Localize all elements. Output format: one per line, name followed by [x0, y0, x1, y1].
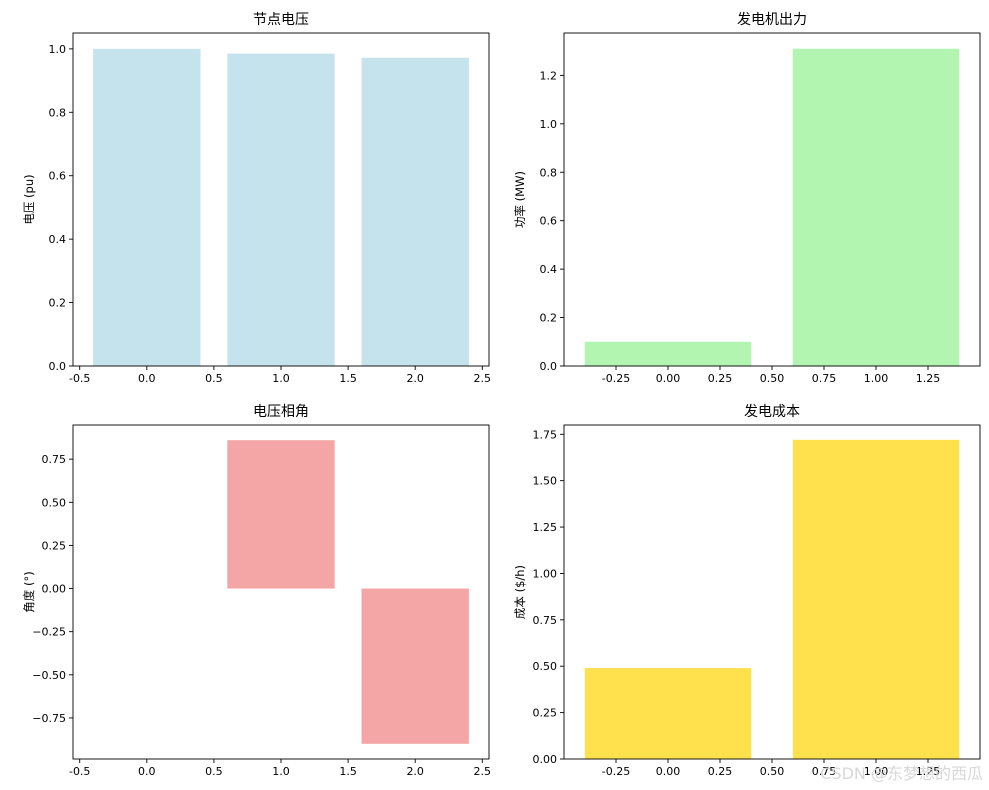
watermark: CSDN @东梦想的西瓜: [820, 764, 983, 783]
y-tick-label: 0.2: [49, 297, 67, 310]
subplot-4: -0.25 0.00 0.25 0.50 0.75 1.00 1.25 0.00 0.25 0.5…: [513, 404, 981, 778]
bar-2: [361, 588, 469, 744]
y-tick-label: 0.00: [533, 753, 558, 766]
bar-1: [792, 439, 960, 759]
x-tick-label: 1.25: [916, 765, 941, 778]
y-tick-label: 1.0: [49, 43, 67, 56]
x-tick-label: 0.0: [138, 372, 156, 385]
bar-0: [584, 668, 752, 759]
x-tick-label: -0.25: [602, 372, 630, 385]
y-tick-label: −0.50: [32, 669, 66, 682]
y-tick-label: 0.0: [540, 360, 558, 373]
x-tick-label: 0.75: [812, 372, 837, 385]
y-tick-label: 0.50: [42, 496, 67, 509]
x-tick-label: -0.25: [602, 765, 630, 778]
x-tick-label: 2.5: [474, 765, 492, 778]
x-tick-label: 0.50: [760, 372, 785, 385]
x-tick-label: 1.5: [339, 765, 357, 778]
bar-1: [227, 53, 335, 366]
x-tick-label: 0.25: [708, 372, 733, 385]
y-tick-label: −0.25: [32, 626, 66, 639]
y-axis-label: 功率 (MW): [513, 171, 527, 228]
y-tick-label: 0.4: [540, 263, 558, 276]
bar-0: [93, 48, 201, 366]
x-tick-label: 2.0: [406, 372, 424, 385]
subplot-title: 发电机出力: [737, 12, 807, 28]
x-tick-label: 0.0: [138, 765, 156, 778]
x-tick-label: 0.00: [656, 372, 681, 385]
y-tick-label: 1.75: [533, 428, 558, 441]
y-axis-label: 成本 ($/h): [513, 565, 527, 619]
y-tick-label: 0.75: [533, 614, 558, 627]
x-tick-label: 0.00: [656, 765, 681, 778]
bar-1: [227, 440, 335, 589]
subplot-title: 节点电压: [253, 12, 309, 28]
x-tick-label: 1.00: [864, 765, 889, 778]
subplot-title: 发电成本: [744, 404, 800, 420]
x-tick-label: -0.5: [69, 372, 90, 385]
y-tick-label: 0.25: [533, 707, 558, 720]
y-tick-label: 0.4: [49, 233, 67, 246]
y-tick-label: 0.6: [49, 170, 67, 183]
y-tick-label: 1.2: [540, 69, 558, 82]
y-tick-label: 0.25: [42, 539, 67, 552]
y-tick-label: 0.8: [49, 106, 67, 119]
x-tick-label: 1.0: [272, 372, 290, 385]
bar-2: [361, 57, 469, 366]
x-tick-label: 0.50: [760, 765, 785, 778]
y-tick-label: 0.75: [42, 453, 67, 466]
x-tick-label: 0.5: [205, 372, 223, 385]
y-tick-label: 0.8: [540, 166, 558, 179]
x-tick-label: 2.5: [474, 372, 492, 385]
y-tick-label: 1.25: [533, 521, 558, 534]
y-tick-label: 0.00: [42, 583, 67, 596]
y-tick-label: 1.0: [540, 118, 558, 131]
y-tick-label: 1.00: [533, 567, 558, 580]
x-tick-label: 0.75: [812, 765, 837, 778]
y-tick-label: 1.50: [533, 475, 558, 488]
subplot-2: -0.25 0.00 0.25 0.50 0.75 1.00 1.25 0.0 0.2 0.4 0.…: [513, 12, 981, 385]
y-tick-label: 0.50: [533, 660, 558, 673]
y-axis-label: 角度 (°): [22, 571, 36, 612]
subplot-3: -0.5 0.0 0.5 1.0 1.5 2.0 2.5 −0.75 −0.50 −0.25 0.0…: [22, 404, 491, 778]
x-tick-label: 0.5: [205, 765, 223, 778]
y-axis-label: 电压 (pu): [22, 174, 36, 224]
subplot-1: -0.5 0.0 0.5 1.0 1.5 2.0 2.50.00.20.40.60.81.0…: [22, 12, 491, 385]
x-tick-label: 1.0: [272, 765, 290, 778]
y-tick-label: 0.0: [49, 360, 67, 373]
x-tick-label: 1.5: [339, 372, 357, 385]
y-tick-label: 0.2: [540, 312, 558, 325]
x-tick-label: -0.5: [69, 765, 90, 778]
y-tick-label: 0.6: [540, 215, 558, 228]
x-tick-label: 2.0: [406, 765, 424, 778]
bar-1: [792, 48, 960, 366]
x-tick-label: 1.25: [916, 372, 941, 385]
subplot-title: 电压相角: [253, 404, 309, 420]
bar-0: [584, 341, 752, 366]
x-tick-label: 1.00: [864, 372, 889, 385]
y-tick-label: −0.75: [32, 712, 66, 725]
x-tick-label: 0.25: [708, 765, 733, 778]
